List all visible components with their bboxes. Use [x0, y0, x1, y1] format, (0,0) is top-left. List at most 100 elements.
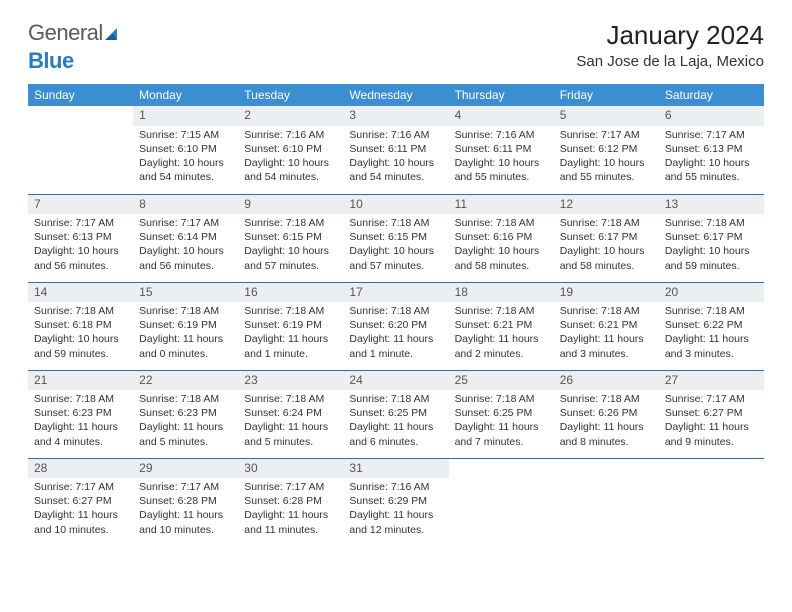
day-line: and 1 minute. — [349, 347, 442, 361]
day-line: Sunrise: 7:18 AM — [244, 392, 337, 406]
calendar-cell: 1Sunrise: 7:15 AMSunset: 6:10 PMDaylight… — [133, 106, 238, 194]
day-body: Sunrise: 7:15 AMSunset: 6:10 PMDaylight:… — [133, 126, 238, 189]
day-line: Sunset: 6:12 PM — [560, 142, 653, 156]
day-number: 1 — [133, 106, 238, 126]
day-line: Sunrise: 7:17 AM — [244, 480, 337, 494]
day-line: and 56 minutes. — [139, 259, 232, 273]
calendar-row: 28Sunrise: 7:17 AMSunset: 6:27 PMDayligh… — [28, 458, 764, 546]
day-line: Sunrise: 7:16 AM — [349, 128, 442, 142]
calendar-cell: 26Sunrise: 7:18 AMSunset: 6:26 PMDayligh… — [554, 370, 659, 458]
day-line: and 0 minutes. — [139, 347, 232, 361]
day-line: Sunrise: 7:17 AM — [139, 216, 232, 230]
day-number: 25 — [449, 371, 554, 391]
day-header: Sunday — [28, 84, 133, 106]
calendar-cell: 8Sunrise: 7:17 AMSunset: 6:14 PMDaylight… — [133, 194, 238, 282]
day-body — [449, 478, 554, 484]
day-line: Sunset: 6:21 PM — [455, 318, 548, 332]
day-body: Sunrise: 7:17 AMSunset: 6:13 PMDaylight:… — [28, 214, 133, 277]
day-body: Sunrise: 7:18 AMSunset: 6:22 PMDaylight:… — [659, 302, 764, 365]
day-line: Sunset: 6:28 PM — [139, 494, 232, 508]
day-line: Sunrise: 7:17 AM — [560, 128, 653, 142]
day-body: Sunrise: 7:18 AMSunset: 6:21 PMDaylight:… — [449, 302, 554, 365]
calendar-body: 1Sunrise: 7:15 AMSunset: 6:10 PMDaylight… — [28, 106, 764, 546]
brand-text: General Blue — [28, 20, 123, 74]
calendar-cell: 25Sunrise: 7:18 AMSunset: 6:25 PMDayligh… — [449, 370, 554, 458]
brand-name-b: Blue — [28, 48, 74, 73]
day-line: Sunrise: 7:18 AM — [349, 304, 442, 318]
day-line: and 4 minutes. — [34, 435, 127, 449]
day-line: Sunset: 6:17 PM — [665, 230, 758, 244]
day-line: Sunset: 6:16 PM — [455, 230, 548, 244]
day-line: Sunset: 6:15 PM — [244, 230, 337, 244]
day-number: 3 — [343, 106, 448, 126]
calendar-row: 1Sunrise: 7:15 AMSunset: 6:10 PMDaylight… — [28, 106, 764, 194]
day-line: and 57 minutes. — [349, 259, 442, 273]
day-line: Sunrise: 7:17 AM — [665, 128, 758, 142]
calendar-cell — [659, 458, 764, 546]
calendar-cell: 29Sunrise: 7:17 AMSunset: 6:28 PMDayligh… — [133, 458, 238, 546]
calendar-cell: 21Sunrise: 7:18 AMSunset: 6:23 PMDayligh… — [28, 370, 133, 458]
day-number: 10 — [343, 195, 448, 215]
calendar-cell: 22Sunrise: 7:18 AMSunset: 6:23 PMDayligh… — [133, 370, 238, 458]
day-number: 23 — [238, 371, 343, 391]
day-number — [449, 459, 554, 479]
day-line: Sunset: 6:23 PM — [139, 406, 232, 420]
calendar-cell: 20Sunrise: 7:18 AMSunset: 6:22 PMDayligh… — [659, 282, 764, 370]
day-line: and 3 minutes. — [665, 347, 758, 361]
day-line: Sunrise: 7:18 AM — [349, 392, 442, 406]
day-line: Daylight: 11 hours — [349, 508, 442, 522]
day-line: and 55 minutes. — [665, 170, 758, 184]
day-body: Sunrise: 7:18 AMSunset: 6:23 PMDaylight:… — [28, 390, 133, 453]
day-line: Daylight: 11 hours — [560, 420, 653, 434]
day-body: Sunrise: 7:18 AMSunset: 6:26 PMDaylight:… — [554, 390, 659, 453]
calendar-head: Sunday Monday Tuesday Wednesday Thursday… — [28, 84, 764, 106]
day-line: Sunset: 6:23 PM — [34, 406, 127, 420]
day-line: Daylight: 11 hours — [244, 420, 337, 434]
day-line: and 58 minutes. — [560, 259, 653, 273]
calendar-cell — [554, 458, 659, 546]
day-line: Sunrise: 7:16 AM — [455, 128, 548, 142]
day-body: Sunrise: 7:18 AMSunset: 6:24 PMDaylight:… — [238, 390, 343, 453]
day-line: Sunrise: 7:17 AM — [34, 216, 127, 230]
calendar-cell: 2Sunrise: 7:16 AMSunset: 6:10 PMDaylight… — [238, 106, 343, 194]
day-body — [659, 478, 764, 484]
day-body: Sunrise: 7:18 AMSunset: 6:25 PMDaylight:… — [449, 390, 554, 453]
day-body: Sunrise: 7:17 AMSunset: 6:28 PMDaylight:… — [238, 478, 343, 541]
calendar-cell: 15Sunrise: 7:18 AMSunset: 6:19 PMDayligh… — [133, 282, 238, 370]
day-header: Monday — [133, 84, 238, 106]
calendar-cell: 14Sunrise: 7:18 AMSunset: 6:18 PMDayligh… — [28, 282, 133, 370]
day-line: Sunrise: 7:16 AM — [244, 128, 337, 142]
day-body: Sunrise: 7:17 AMSunset: 6:28 PMDaylight:… — [133, 478, 238, 541]
day-line: Daylight: 10 hours — [665, 244, 758, 258]
day-line: Sunset: 6:27 PM — [665, 406, 758, 420]
day-line: Sunset: 6:15 PM — [349, 230, 442, 244]
day-line: Sunset: 6:17 PM — [560, 230, 653, 244]
day-number: 26 — [554, 371, 659, 391]
day-body: Sunrise: 7:17 AMSunset: 6:12 PMDaylight:… — [554, 126, 659, 189]
calendar-cell — [28, 106, 133, 194]
day-line: and 54 minutes. — [349, 170, 442, 184]
day-line: Daylight: 11 hours — [139, 420, 232, 434]
day-line: and 56 minutes. — [34, 259, 127, 273]
day-line: and 2 minutes. — [455, 347, 548, 361]
day-line: Daylight: 11 hours — [665, 420, 758, 434]
day-number: 16 — [238, 283, 343, 303]
day-line: Sunset: 6:13 PM — [665, 142, 758, 156]
day-line: Daylight: 11 hours — [455, 332, 548, 346]
day-number: 7 — [28, 195, 133, 215]
brand-logo: General Blue — [28, 20, 123, 74]
day-line: and 5 minutes. — [139, 435, 232, 449]
calendar-cell: 18Sunrise: 7:18 AMSunset: 6:21 PMDayligh… — [449, 282, 554, 370]
calendar-cell: 24Sunrise: 7:18 AMSunset: 6:25 PMDayligh… — [343, 370, 448, 458]
day-body — [28, 126, 133, 132]
day-line: Daylight: 10 hours — [244, 156, 337, 170]
brand-name-a: General — [28, 20, 103, 45]
day-line: Sunrise: 7:18 AM — [244, 304, 337, 318]
day-line: Sunrise: 7:18 AM — [455, 304, 548, 318]
day-number: 22 — [133, 371, 238, 391]
day-number: 15 — [133, 283, 238, 303]
day-line: Sunrise: 7:17 AM — [665, 392, 758, 406]
day-line: and 55 minutes. — [455, 170, 548, 184]
day-line: Daylight: 10 hours — [349, 244, 442, 258]
day-line: Daylight: 10 hours — [139, 156, 232, 170]
